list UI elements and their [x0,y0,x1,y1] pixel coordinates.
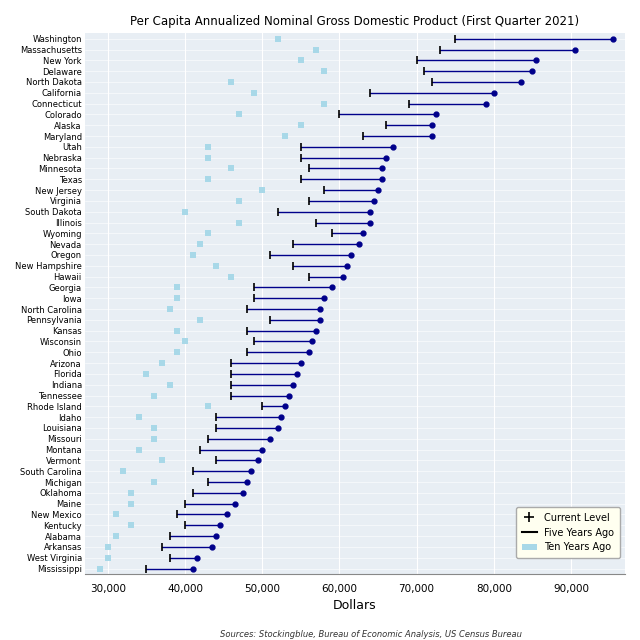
Title: Per Capita Annualized Nominal Gross Domestic Product (First Quarter 2021): Per Capita Annualized Nominal Gross Dome… [131,15,579,28]
Legend: Current Level, Five Years Ago, Ten Years Ago: Current Level, Five Years Ago, Ten Years… [516,507,620,558]
X-axis label: Dollars: Dollars [333,599,376,612]
Text: Sources: Stockingblue, Bureau of Economic Analysis, US Census Bureau: Sources: Stockingblue, Bureau of Economi… [220,630,522,639]
